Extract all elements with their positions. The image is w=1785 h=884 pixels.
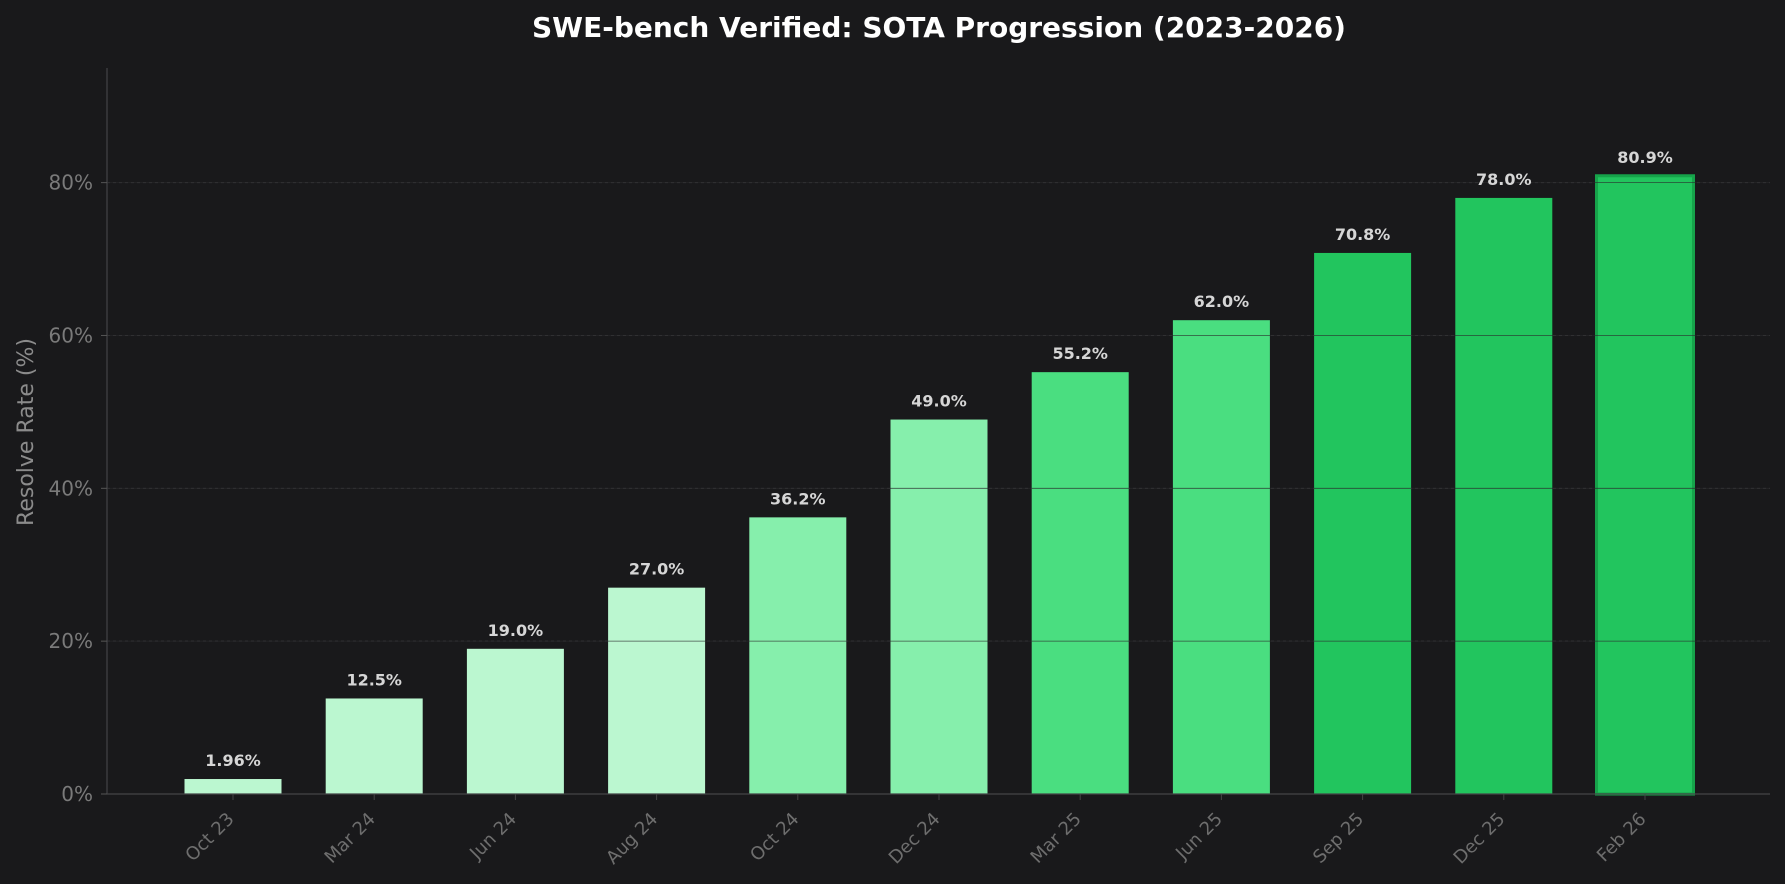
bar-oct-24: [749, 517, 847, 794]
bar-oct-23: [184, 779, 282, 794]
bar-aug-24: [608, 587, 706, 794]
bar-jun-25: [1172, 320, 1270, 794]
data-label: 36.2%: [770, 489, 826, 508]
data-label: 62.0%: [1194, 292, 1250, 311]
data-label: 80.9%: [1617, 148, 1673, 167]
bar-mar-24: [325, 698, 423, 794]
y-tick-label: 60%: [49, 323, 93, 347]
data-label: 70.8%: [1335, 225, 1391, 244]
bar-jun-24: [466, 648, 564, 794]
bar-sep-25: [1314, 252, 1412, 794]
data-label: 49.0%: [911, 392, 967, 411]
data-label: 27.0%: [629, 560, 685, 579]
bar-feb-26: [1595, 174, 1695, 796]
y-tick-label: 0%: [61, 782, 93, 806]
chart-title: SWE-bench Verified: SOTA Progression (20…: [532, 11, 1346, 44]
y-tick-label: 40%: [49, 476, 93, 500]
gridlines-over-bars: [107, 182, 1770, 642]
data-label: 78.0%: [1476, 170, 1532, 189]
data-label: 55.2%: [1052, 344, 1108, 363]
y-tick-label: 20%: [49, 629, 93, 653]
bar-dec-24: [890, 419, 988, 794]
data-label: 19.0%: [488, 621, 544, 640]
bar-dec-25: [1455, 197, 1553, 795]
data-label: 1.96%: [205, 751, 261, 770]
y-tick-label: 80%: [49, 171, 93, 195]
bars: [184, 174, 1695, 796]
axes: [101, 68, 1770, 800]
y-axis-label: Resolve Rate (%): [14, 338, 39, 526]
data-labels: 1.96% 12.5% 19.0% 27.0% 36.2% 49.0% 55.2% 62.0%…: [205, 148, 1673, 770]
bar-mar-25: [1031, 372, 1129, 794]
data-label: 12.5%: [346, 670, 402, 689]
